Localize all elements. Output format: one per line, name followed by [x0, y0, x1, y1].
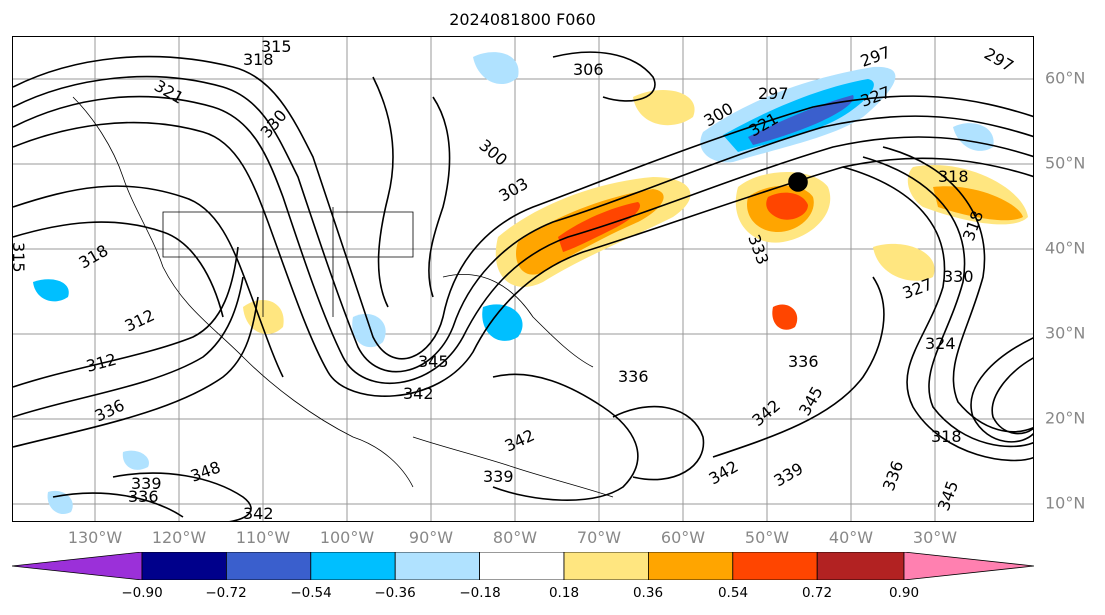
contour-label: 345 — [418, 352, 449, 371]
colorbar-tick-label: −0.90 — [121, 585, 163, 601]
colorbar-tick-label: −0.72 — [205, 585, 247, 601]
contour-label: 348 — [188, 457, 223, 485]
shaded-anomalies — [33, 52, 1028, 515]
lon-label: 50°W — [744, 528, 790, 547]
colorbar-segment — [141, 552, 227, 580]
colorbar-tick-label: −0.18 — [459, 585, 501, 601]
contour-label: 324 — [925, 334, 956, 353]
contour-label: 330 — [257, 106, 291, 142]
lat-label: 20°N — [1045, 408, 1086, 428]
contour-label: 345 — [934, 478, 962, 513]
colorbar-segment — [563, 552, 649, 580]
colorbar-tick-label: 0.90 — [888, 585, 920, 601]
contour-label: 312 — [122, 305, 158, 335]
colorbar-segment — [648, 552, 734, 580]
lat-label: 40°N — [1045, 238, 1086, 258]
contour-label: 297 — [981, 44, 1017, 76]
colorbar-tick-label: 0.18 — [548, 585, 580, 601]
colorbar-tick-label: −0.54 — [290, 585, 332, 601]
lon-label: 60°W — [660, 528, 706, 547]
coastlines — [72, 96, 614, 498]
contour-label: 318 — [243, 50, 274, 69]
lat-label: 10°N — [1045, 493, 1086, 513]
contour-label: 318 — [931, 427, 962, 446]
lon-label: 80°W — [492, 528, 538, 547]
map-title: 2024081800 F060 — [449, 10, 596, 29]
lat-label: 50°N — [1045, 153, 1086, 173]
contour-label: 339 — [483, 467, 514, 486]
contour-label: 297 — [858, 42, 893, 70]
contour-label: 315 — [261, 37, 292, 56]
contour-label: 336 — [788, 352, 819, 371]
colorbar-tick-label: 0.54 — [717, 585, 749, 601]
contour-label: 306 — [573, 60, 604, 79]
contour-label: 342 — [706, 457, 742, 489]
colorbar-segment — [12, 552, 143, 580]
lon-label: 130°W — [67, 528, 123, 547]
contour-label: 303 — [496, 174, 532, 206]
colorbar-tick-label: 0.36 — [632, 585, 664, 601]
map-panel: 315 318 321 330 306 297 297 297 300 300 … — [12, 36, 1034, 522]
contour-label: 342 — [748, 396, 784, 430]
contour-label: 342 — [502, 425, 538, 455]
lon-label: 40°W — [828, 528, 874, 547]
contour-label: 312 — [84, 350, 118, 376]
lon-label: 120°W — [151, 528, 207, 547]
contour-label: 297 — [758, 84, 789, 103]
contour-label: 321 — [151, 76, 187, 108]
colorbar-segment — [732, 552, 818, 580]
lat-label: 30°N — [1045, 323, 1086, 343]
colorbar-segment — [816, 552, 905, 580]
contour-label: 315 — [13, 242, 28, 273]
lon-label: 100°W — [319, 528, 375, 547]
lon-label: 110°W — [235, 528, 291, 547]
contour-label: 345 — [795, 383, 827, 419]
contour-label: 330 — [943, 267, 974, 286]
contour-label: 336 — [128, 487, 159, 506]
colorbar-segment — [310, 552, 396, 580]
colorbar-tick-label: 0.72 — [801, 585, 833, 601]
lon-label: 70°W — [576, 528, 622, 547]
colorbar — [12, 552, 1034, 580]
contour-label: 339 — [771, 459, 807, 491]
contour-label: 336 — [618, 367, 649, 386]
lat-label: 60°N — [1045, 68, 1086, 88]
colorbar-tick-label: −0.36 — [374, 585, 416, 601]
colorbar-segment — [479, 552, 565, 580]
contour-label: 318 — [76, 241, 112, 273]
lon-label: 30°W — [912, 528, 958, 547]
colorbar-segment — [903, 552, 1034, 580]
map-canvas: 315 318 321 330 306 297 297 297 300 300 … — [13, 37, 1033, 522]
contour-label: 336 — [879, 458, 907, 493]
contour-label: 339 — [131, 474, 162, 493]
contour-label: 336 — [92, 395, 128, 425]
lon-label: 90°W — [408, 528, 454, 547]
theta-contours — [13, 51, 1033, 521]
contour-label: 342 — [403, 384, 434, 403]
contour-label: 342 — [243, 504, 274, 522]
colorbar-segment — [225, 552, 312, 580]
contour-label: 300 — [475, 136, 511, 170]
colorbar-segment — [394, 552, 481, 580]
contour-label: 318 — [938, 167, 969, 186]
